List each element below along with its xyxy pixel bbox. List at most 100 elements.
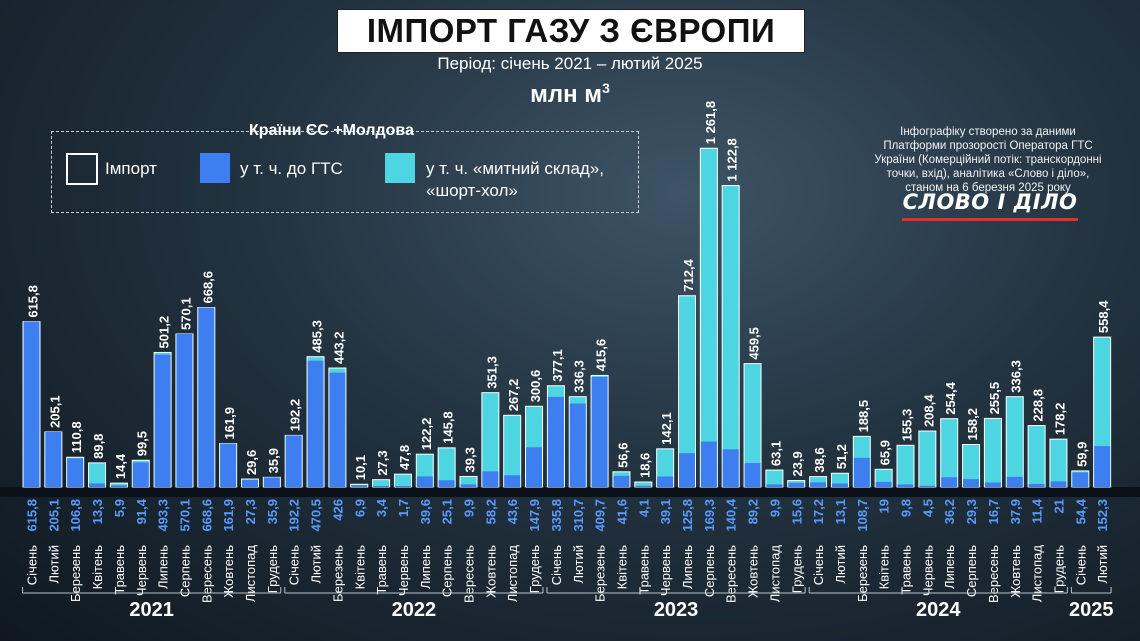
bar-total-label: 485,3 — [310, 320, 325, 353]
bar-gts — [569, 403, 586, 487]
month-tick-label: Січень — [25, 545, 40, 585]
year-label: 2025 — [1069, 599, 1114, 621]
bar-total-label: 47,8 — [397, 445, 412, 470]
bar-total-label: 558,4 — [1096, 300, 1111, 333]
bar-gts — [132, 462, 149, 487]
bar-gts — [307, 360, 324, 487]
bar-total-label: 158,2 — [965, 408, 980, 441]
month-tick-label: Січень — [287, 545, 302, 585]
bar-total-label: 51,2 — [834, 444, 849, 469]
bar-gts — [1006, 476, 1023, 487]
credit-line: України (Комерційний потік: транскордонн… — [874, 154, 1102, 166]
bar-gts — [591, 377, 608, 487]
bar-total — [1005, 396, 1024, 488]
bar-gts-label: 570,1 — [177, 499, 192, 532]
bar-gts-label: 39,6 — [418, 499, 433, 524]
month-tick-label: Червень — [134, 545, 149, 596]
bar-gts-label: 58,2 — [483, 499, 498, 524]
bar-gts — [1050, 481, 1067, 487]
bar-gts-label: 470,5 — [309, 499, 324, 532]
credit-line: Платформи прозорості Оператора ГТС — [883, 140, 1093, 152]
bar-total-label: 1 122,8 — [725, 138, 740, 181]
bar-gts-label: 11,4 — [1030, 498, 1045, 523]
month-tick-label: Вересень — [462, 545, 477, 603]
bar-total — [1049, 438, 1068, 488]
bar-total — [88, 462, 107, 488]
legend-box — [51, 131, 639, 213]
month-tick-label: Жовтень — [221, 545, 236, 598]
bar-total — [918, 430, 937, 488]
bar-total-label: 63,1 — [768, 441, 783, 466]
bar-gts-label: 426 — [330, 499, 345, 521]
bar-gts-label: 21 — [1051, 499, 1066, 513]
month-tick-label: Грудень — [789, 545, 804, 593]
year-label: 2024 — [916, 599, 961, 621]
bar-gts-label: 493,3 — [156, 499, 171, 532]
bar-gts-label: 27,3 — [243, 499, 258, 524]
title-banner: ІМПОРТ ГАЗУ З ЄВРОПИ — [337, 9, 805, 53]
bar-gts-label: 152,3 — [1095, 499, 1110, 532]
month-tick-label: Травень — [899, 545, 914, 595]
bar-gts — [941, 477, 958, 487]
bar-gts — [373, 486, 390, 487]
bar-gts — [679, 453, 695, 487]
legend-label-gts: у т. ч. до ГТС — [240, 159, 343, 178]
month-tick-label: Жовтень — [483, 545, 498, 598]
bar-gts-label: 9,9 — [767, 499, 782, 517]
bar-total-label: 205,1 — [47, 395, 62, 428]
bar-gts — [220, 443, 237, 487]
bar-gts-label: 140,4 — [724, 498, 739, 531]
month-tick-label: Липень — [680, 545, 695, 589]
bar-gts — [722, 449, 739, 487]
month-tick-label: Березень — [330, 545, 345, 602]
credit-line: станом на 6 березня 2025 року — [905, 182, 1071, 194]
bar-gts-label: 4,1 — [636, 499, 651, 517]
credit-text: Інфографіку створено за даними Платформи… — [858, 125, 1118, 195]
bar-total-label: 29,6 — [244, 450, 259, 475]
month-tick-label: Квітень — [614, 545, 629, 590]
bar-total — [1027, 425, 1046, 488]
bar-gts — [526, 447, 543, 487]
page-title: ІМПОРТ ГАЗУ З ЄВРОПИ — [366, 12, 776, 49]
bar-gts-label: 37,9 — [1008, 499, 1023, 524]
bar-gts-label: 13,3 — [90, 499, 105, 524]
month-tick-label: Листопад — [767, 545, 782, 603]
bar-gts-label: 9,9 — [462, 499, 477, 517]
bar-total-label: 59,9 — [1074, 442, 1089, 467]
bar-gts-label: 15,6 — [789, 499, 804, 524]
bar-gts-label: 43,6 — [505, 499, 520, 524]
bar-total — [940, 418, 959, 488]
month-tick-label: Травень — [112, 545, 127, 595]
month-tick-label: Серпень — [177, 545, 192, 597]
bar-gts — [963, 479, 980, 487]
month-tick-label: Вересень — [199, 545, 214, 603]
bar-gts — [176, 333, 193, 487]
bar-gts — [613, 475, 630, 487]
month-tick-label: Січень — [811, 545, 826, 585]
bar-gts — [744, 463, 761, 487]
year-label: 2023 — [654, 599, 699, 621]
legend-swatch-customs — [385, 153, 415, 183]
bar-gts — [394, 486, 411, 487]
bar-total-label: 192,2 — [288, 399, 303, 432]
bar-gts — [351, 485, 368, 487]
bar-total-label: 39,3 — [463, 447, 478, 472]
bar-gts-label: 35,9 — [265, 499, 280, 524]
bar-total-label: 267,2 — [506, 379, 521, 412]
unit-exponent: 3 — [602, 80, 610, 96]
legend-label-customs-line2: «шорт-хол» — [426, 181, 518, 200]
bar-gts-label: 6,9 — [352, 499, 367, 517]
bar-gts — [700, 441, 717, 487]
bar-gts-label: 36,2 — [942, 499, 957, 524]
bar-total-label: 254,4 — [943, 381, 958, 414]
bar-gts-label: 125,8 — [680, 499, 695, 532]
month-tick-label: Січень — [1073, 545, 1088, 585]
month-tick-label: Травень — [636, 545, 651, 595]
bar-gts-label: 41,6 — [614, 499, 629, 524]
bar-gts-label: 108,7 — [855, 499, 870, 532]
bar-gts — [416, 476, 433, 487]
bar-gts-label: 4,5 — [920, 499, 935, 517]
month-tick-label: Липень — [942, 545, 957, 589]
bar-gts-label: 13,1 — [833, 499, 848, 524]
